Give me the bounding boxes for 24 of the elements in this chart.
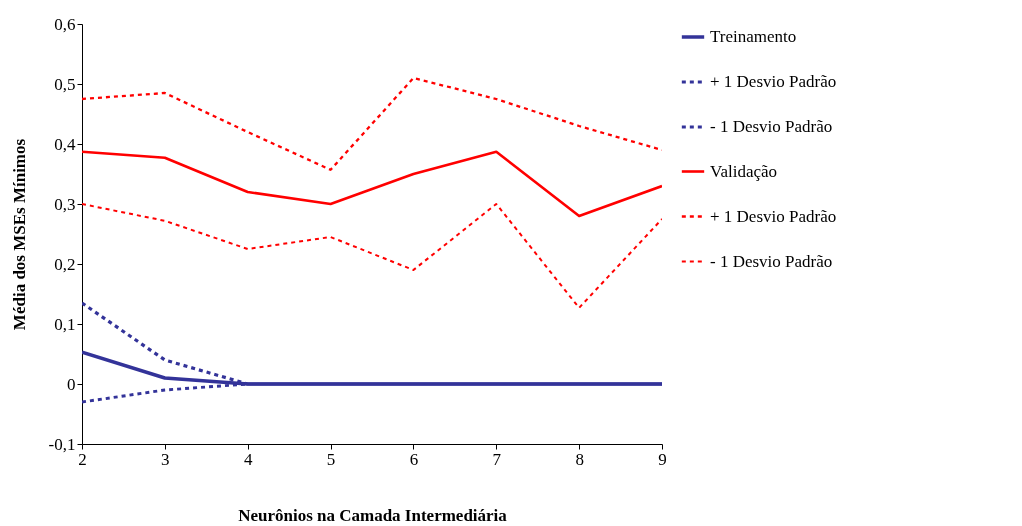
- x-tick-label: 5: [326, 449, 336, 469]
- y-tick-label: 0,3: [54, 194, 76, 214]
- x-tick-label: 4: [243, 449, 253, 469]
- y-tick-label: 0,5: [54, 74, 76, 94]
- x-tick-label: 6: [409, 449, 419, 469]
- x-tick-label: 2: [78, 449, 87, 469]
- x-tick-label: 7: [492, 449, 502, 469]
- x-tick-label: 3: [161, 449, 170, 469]
- legend-label: - 1 Desvio Padrão: [710, 251, 833, 271]
- x-tick-label: 9: [658, 449, 667, 469]
- y-axis-title: Média dos MSEs Mínimos: [9, 138, 29, 331]
- y-tick-label: -0,1: [48, 434, 76, 454]
- y-tick-label: 0,2: [54, 254, 76, 274]
- legend-label: Validação: [710, 161, 778, 181]
- y-tick-label: 0: [67, 374, 76, 394]
- legend-label: Treinamento: [710, 27, 797, 46]
- y-tick-label: 0,4: [54, 134, 76, 154]
- x-axis-title: Neurônios na Camada Intermediária: [238, 505, 508, 525]
- y-tick-label: 0,6: [54, 14, 76, 34]
- x-tick-label: 8: [575, 449, 584, 469]
- legend-label: + 1 Desvio Padrão: [710, 72, 837, 91]
- legend-label: + 1 Desvio Padrão: [710, 206, 837, 226]
- legend-label: - 1 Desvio Padrão: [710, 117, 833, 136]
- y-tick-label: 0,1: [54, 314, 76, 334]
